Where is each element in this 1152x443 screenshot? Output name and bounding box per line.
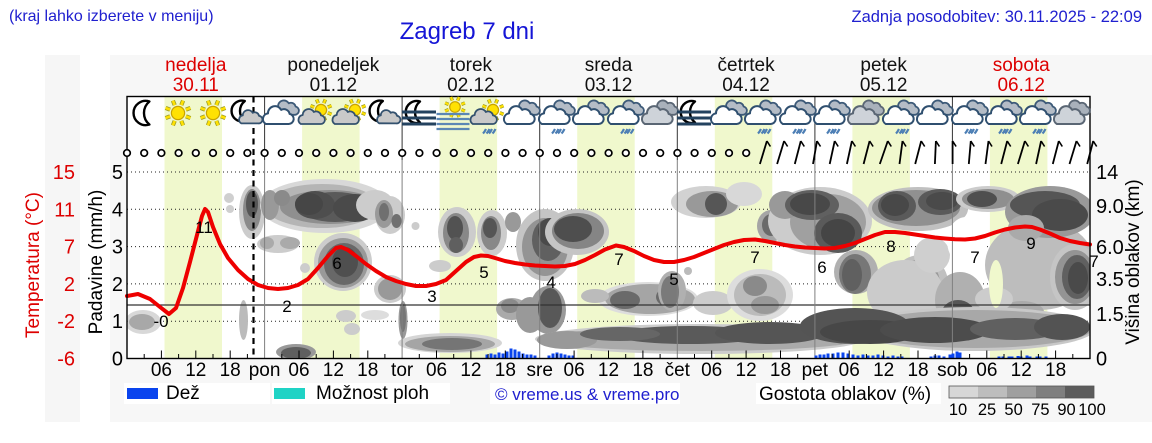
svg-text:06: 06	[564, 360, 585, 381]
svg-text:12: 12	[736, 360, 757, 381]
svg-text:sob: sob	[937, 360, 968, 381]
svg-text:3.5: 3.5	[1096, 269, 1124, 291]
svg-text:5: 5	[112, 162, 123, 184]
svg-text:2: 2	[112, 274, 123, 296]
svg-text:90: 90	[1057, 401, 1075, 419]
svg-text:11: 11	[54, 199, 75, 221]
svg-text:12: 12	[185, 360, 206, 381]
svg-text:18: 18	[495, 360, 516, 381]
svg-text:12: 12	[873, 360, 894, 381]
svg-text:Temperatura (°C): Temperatura (°C)	[23, 192, 44, 338]
svg-text:pet: pet	[802, 360, 829, 381]
svg-text:ponedeljek: ponedeljek	[287, 55, 379, 76]
svg-text:18: 18	[770, 360, 791, 381]
svg-text:0: 0	[1096, 349, 1107, 371]
svg-text:nedelja: nedelja	[165, 55, 227, 76]
svg-text:8: 8	[886, 237, 895, 256]
svg-text:1: 1	[112, 311, 123, 333]
svg-text:Gostota oblakov (%): Gostota oblakov (%)	[759, 384, 931, 405]
svg-text:7: 7	[64, 237, 75, 259]
svg-text:11: 11	[195, 218, 213, 237]
svg-text:9: 9	[1026, 234, 1035, 253]
svg-text:7: 7	[1089, 252, 1098, 271]
svg-text:06: 06	[426, 360, 447, 381]
svg-text:pon: pon	[249, 360, 281, 381]
svg-text:Zadnja posodobitev: 30.11.2025: Zadnja posodobitev: 30.11.2025 - 22:09	[852, 8, 1143, 26]
svg-text:Višina oblakov (km): Višina oblakov (km)	[1123, 179, 1144, 344]
svg-text:-2: -2	[57, 311, 75, 333]
svg-text:čet: čet	[665, 360, 691, 381]
svg-text:18: 18	[632, 360, 653, 381]
svg-text:6.0: 6.0	[1096, 237, 1124, 259]
svg-text:3: 3	[427, 287, 436, 306]
svg-text:0: 0	[112, 349, 123, 371]
svg-text:(kraj lahko izberete v meniju): (kraj lahko izberete v meniju)	[9, 8, 214, 25]
svg-text:7: 7	[614, 250, 623, 269]
svg-text:06.12: 06.12	[997, 75, 1045, 96]
svg-text:9.0: 9.0	[1096, 196, 1124, 218]
svg-text:30.11: 30.11	[173, 75, 219, 96]
svg-text:18: 18	[907, 360, 928, 381]
svg-text:18: 18	[1045, 360, 1066, 381]
svg-text:01.12: 01.12	[310, 75, 358, 96]
svg-text:četrtek: četrtek	[718, 55, 776, 76]
svg-text:3: 3	[112, 237, 123, 259]
svg-text:12: 12	[460, 360, 481, 381]
svg-text:5: 5	[669, 270, 678, 289]
svg-text:Zagreb 7 dni: Zagreb 7 dni	[400, 18, 535, 45]
svg-text:7: 7	[750, 248, 759, 267]
svg-text:12: 12	[1011, 360, 1032, 381]
svg-text:12: 12	[323, 360, 344, 381]
svg-text:torek: torek	[450, 55, 493, 76]
svg-text:02.12: 02.12	[447, 75, 495, 96]
svg-text:Možnost ploh: Možnost ploh	[316, 383, 429, 404]
svg-text:7: 7	[970, 248, 979, 267]
svg-text:1.5: 1.5	[1096, 304, 1124, 326]
svg-text:14: 14	[1096, 162, 1118, 184]
svg-text:100: 100	[1078, 401, 1106, 419]
svg-text:Dež: Dež	[166, 383, 200, 404]
svg-text:04.12: 04.12	[722, 75, 770, 96]
svg-text:06: 06	[288, 360, 309, 381]
svg-text:06: 06	[701, 360, 722, 381]
svg-text:5: 5	[479, 263, 488, 282]
svg-text:2: 2	[64, 274, 75, 296]
svg-text:sre: sre	[527, 360, 553, 381]
svg-text:06: 06	[976, 360, 997, 381]
svg-text:petek: petek	[860, 55, 907, 76]
svg-text:25: 25	[978, 401, 996, 419]
svg-text:06: 06	[839, 360, 860, 381]
svg-text:06: 06	[151, 360, 172, 381]
svg-text:50: 50	[1004, 401, 1022, 419]
svg-text:© vreme.us & vreme.pro: © vreme.us & vreme.pro	[495, 385, 679, 404]
svg-text:12: 12	[598, 360, 619, 381]
svg-text:18: 18	[357, 360, 378, 381]
svg-text:tor: tor	[391, 360, 414, 381]
svg-text:75: 75	[1031, 401, 1049, 419]
svg-text:-6: -6	[57, 349, 75, 371]
svg-text:2: 2	[282, 297, 291, 316]
svg-text:05.12: 05.12	[860, 75, 908, 96]
svg-text:Padavine (mm/h): Padavine (mm/h)	[86, 190, 107, 335]
svg-text:6: 6	[817, 258, 826, 277]
svg-text:4: 4	[546, 273, 555, 292]
svg-text:6: 6	[332, 254, 341, 273]
svg-text:18: 18	[220, 360, 241, 381]
svg-text:4: 4	[112, 199, 123, 221]
svg-text:15: 15	[53, 162, 75, 184]
svg-text:sobota: sobota	[993, 55, 1050, 76]
svg-text:10: 10	[949, 401, 967, 419]
svg-text:sreda: sreda	[585, 55, 633, 76]
svg-text:-0: -0	[153, 312, 168, 331]
svg-text:03.12: 03.12	[585, 75, 633, 96]
